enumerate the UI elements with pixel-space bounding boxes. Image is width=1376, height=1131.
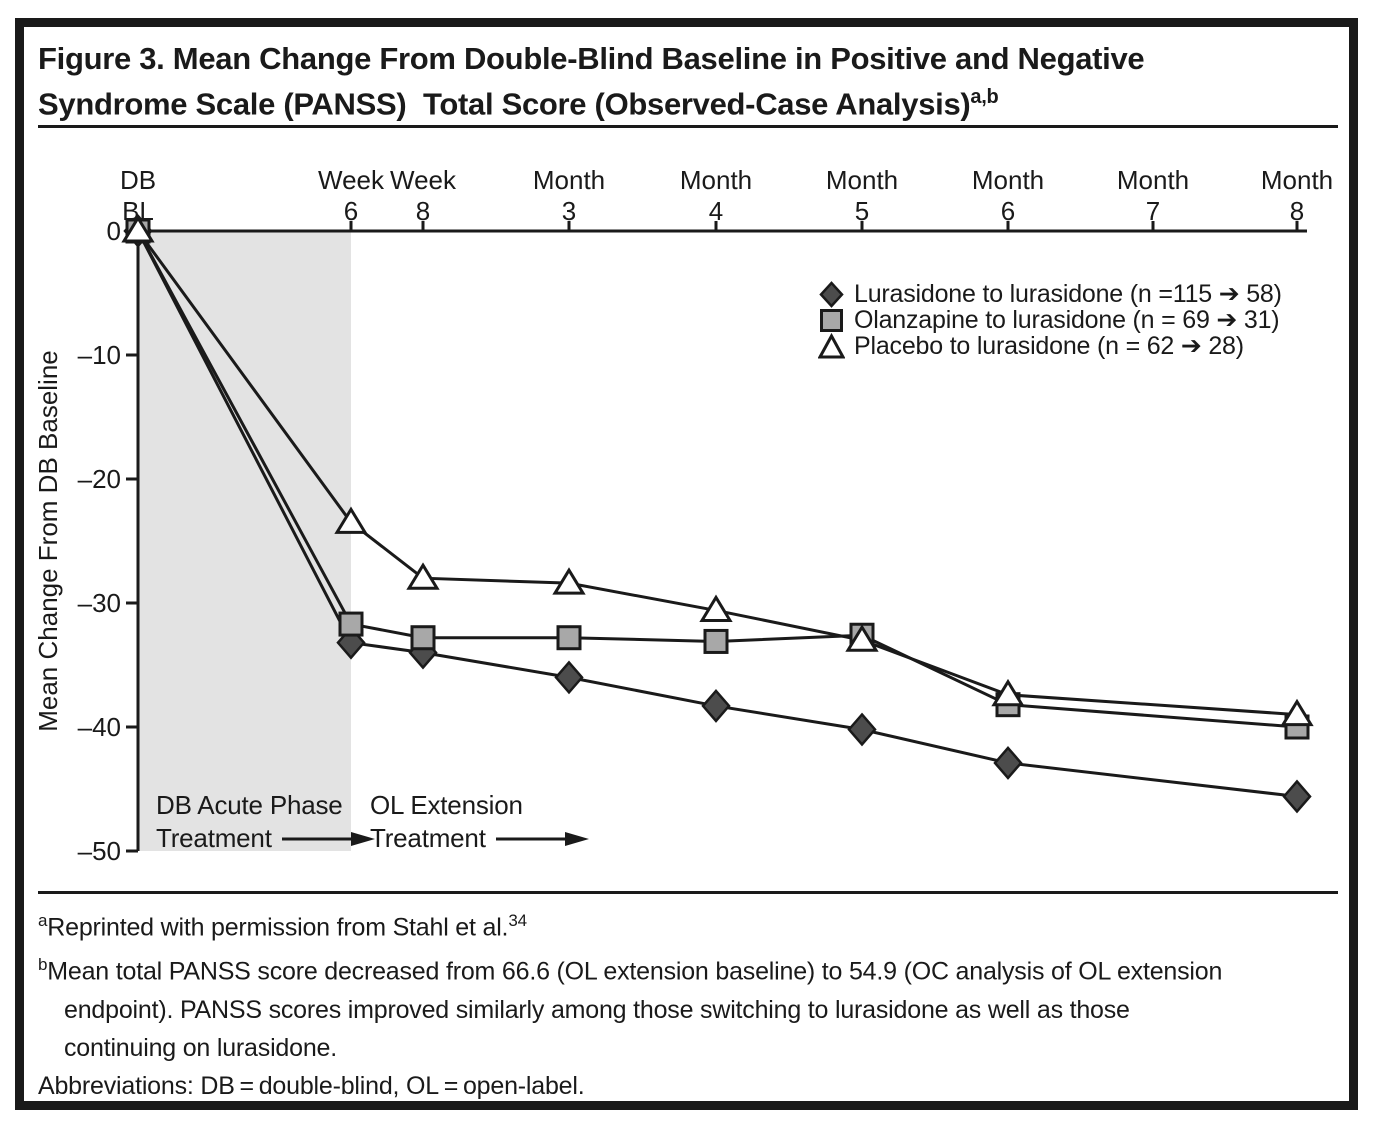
x-tick-label-bottom: 8 [1290, 196, 1304, 226]
x-tick-label-bottom: 8 [416, 196, 430, 226]
legend-item-lurasidone: Lurasidone to lurasidone (n =115 ➔ 58) [818, 280, 1282, 308]
x-tick-label-bottom: 3 [562, 196, 576, 226]
phase-db-line2: Treatment [156, 823, 272, 853]
x-tick-label-bottom: 6 [1001, 196, 1015, 226]
marker-square-olanzapine-to-lurasidone [556, 625, 582, 651]
arrow-right-icon [281, 831, 375, 846]
x-tick-label-bottom: 5 [855, 196, 869, 226]
legend-marker-square-icon [820, 308, 843, 332]
footnote-b-continued: continuing on lurasidone. [64, 1033, 337, 1062]
x-tick-label-top: Month [1117, 165, 1189, 195]
figure-title-line1: Figure 3. Mean Change From Double-Blind … [38, 41, 1145, 76]
x-tick-label-top: Month [972, 165, 1044, 195]
x-tick-label-bottom: 4 [709, 196, 723, 226]
legend-marker-triangle-icon [818, 332, 845, 358]
chart-legend: Lurasidone to lurasidone (n =115 ➔ 58) O… [818, 280, 1282, 360]
y-tick-label: –10 [78, 340, 121, 370]
marker-triangle-placebo-to-lurasidone [699, 594, 733, 622]
marker-square-olanzapine-to-lurasidone [703, 628, 729, 654]
figure-title: Figure 3. Mean Change From Double-Blind … [38, 40, 1338, 123]
phase-ol-line1: OL Extension [370, 790, 523, 820]
x-tick-label-top: Month [680, 165, 752, 195]
x-tick-label-top: Month [1261, 165, 1333, 195]
legend-item-olanzapine: Olanzapine to lurasidone (n = 69 ➔ 31) [818, 306, 1282, 334]
legend-label: Lurasidone to lurasidone (n =115 ➔ 58) [854, 280, 1282, 308]
marker-triangle-placebo-to-lurasidone [121, 215, 155, 243]
x-tick-label-bottom: 6 [344, 196, 358, 226]
marker-diamond-lurasidone-to-lurasidone [701, 689, 731, 723]
marker-square-olanzapine-to-lurasidone [338, 611, 364, 637]
marker-triangle-placebo-to-lurasidone [991, 678, 1025, 707]
phase-ol-line2: Treatment [370, 823, 486, 853]
legend-item-placebo: Placebo to lurasidone (n = 62 ➔ 28) [818, 332, 1282, 360]
figure-border [15, 18, 1358, 1110]
marker-diamond-lurasidone-to-lurasidone [847, 712, 877, 747]
legend-marker-diamond-icon [819, 280, 844, 308]
x-tick-label-bottom: 7 [1146, 196, 1160, 226]
x-tick-label-top: Month [826, 165, 898, 195]
title-divider [38, 125, 1338, 128]
marker-triangle-placebo-to-lurasidone [552, 567, 586, 595]
marker-triangle-placebo-to-lurasidone [406, 562, 440, 590]
footnote-a: aReprinted with permission from Stahl et… [38, 911, 527, 942]
y-tick-label: –20 [78, 464, 121, 494]
y-axis-title: Mean Change From DB Baseline [33, 350, 63, 732]
footnote-abbreviations: Abbreviations: DB = double-blind, OL = o… [38, 1071, 585, 1100]
footnote-divider [38, 891, 1338, 894]
arrow-right-icon [495, 831, 589, 846]
marker-diamond-lurasidone-to-lurasidone [1282, 779, 1312, 814]
y-tick-label: 0 [107, 216, 121, 246]
marker-diamond-lurasidone-to-lurasidone [993, 746, 1023, 780]
marker-triangle-placebo-to-lurasidone [334, 506, 368, 534]
marker-triangle-placebo-to-lurasidone [1280, 698, 1314, 727]
y-tick-label: –40 [78, 712, 121, 742]
phase-annotation-db: DB Acute Phase Treatment [156, 789, 377, 855]
x-tick-label-top: DB [120, 165, 156, 195]
legend-label: Placebo to lurasidone (n = 62 ➔ 28) [854, 332, 1244, 360]
figure-title-line2: Syndrome Scale (PANSS) Total Score (Obse… [38, 86, 999, 122]
y-tick-label: –50 [78, 836, 121, 866]
title-footnote-superscript: a,b [970, 86, 999, 108]
reference-number: 34 [508, 911, 527, 930]
marker-diamond-lurasidone-to-lurasidone [554, 660, 584, 695]
phase-annotation-ol: OL Extension Treatment [370, 789, 591, 855]
footnotes: aReprinted with permission from Stahl et… [38, 902, 1343, 1105]
y-tick-label: –30 [78, 588, 121, 618]
marker-square-olanzapine-to-lurasidone [410, 625, 436, 651]
phase-db-line1: DB Acute Phase [156, 790, 343, 820]
marker-triangle-placebo-to-lurasidone [845, 624, 879, 652]
x-tick-label-top: Week [390, 165, 457, 195]
x-tick-label-top: Month [533, 165, 605, 195]
legend-label: Olanzapine to lurasidone (n = 69 ➔ 31) [854, 306, 1280, 334]
footnote-b-continued: endpoint). PANSS scores improved similar… [64, 995, 1130, 1024]
db-phase-shaded-region [138, 231, 351, 851]
footnote-b: bMean total PANSS score decreased from 6… [38, 955, 1223, 986]
x-tick-label-top: Week [318, 165, 385, 195]
